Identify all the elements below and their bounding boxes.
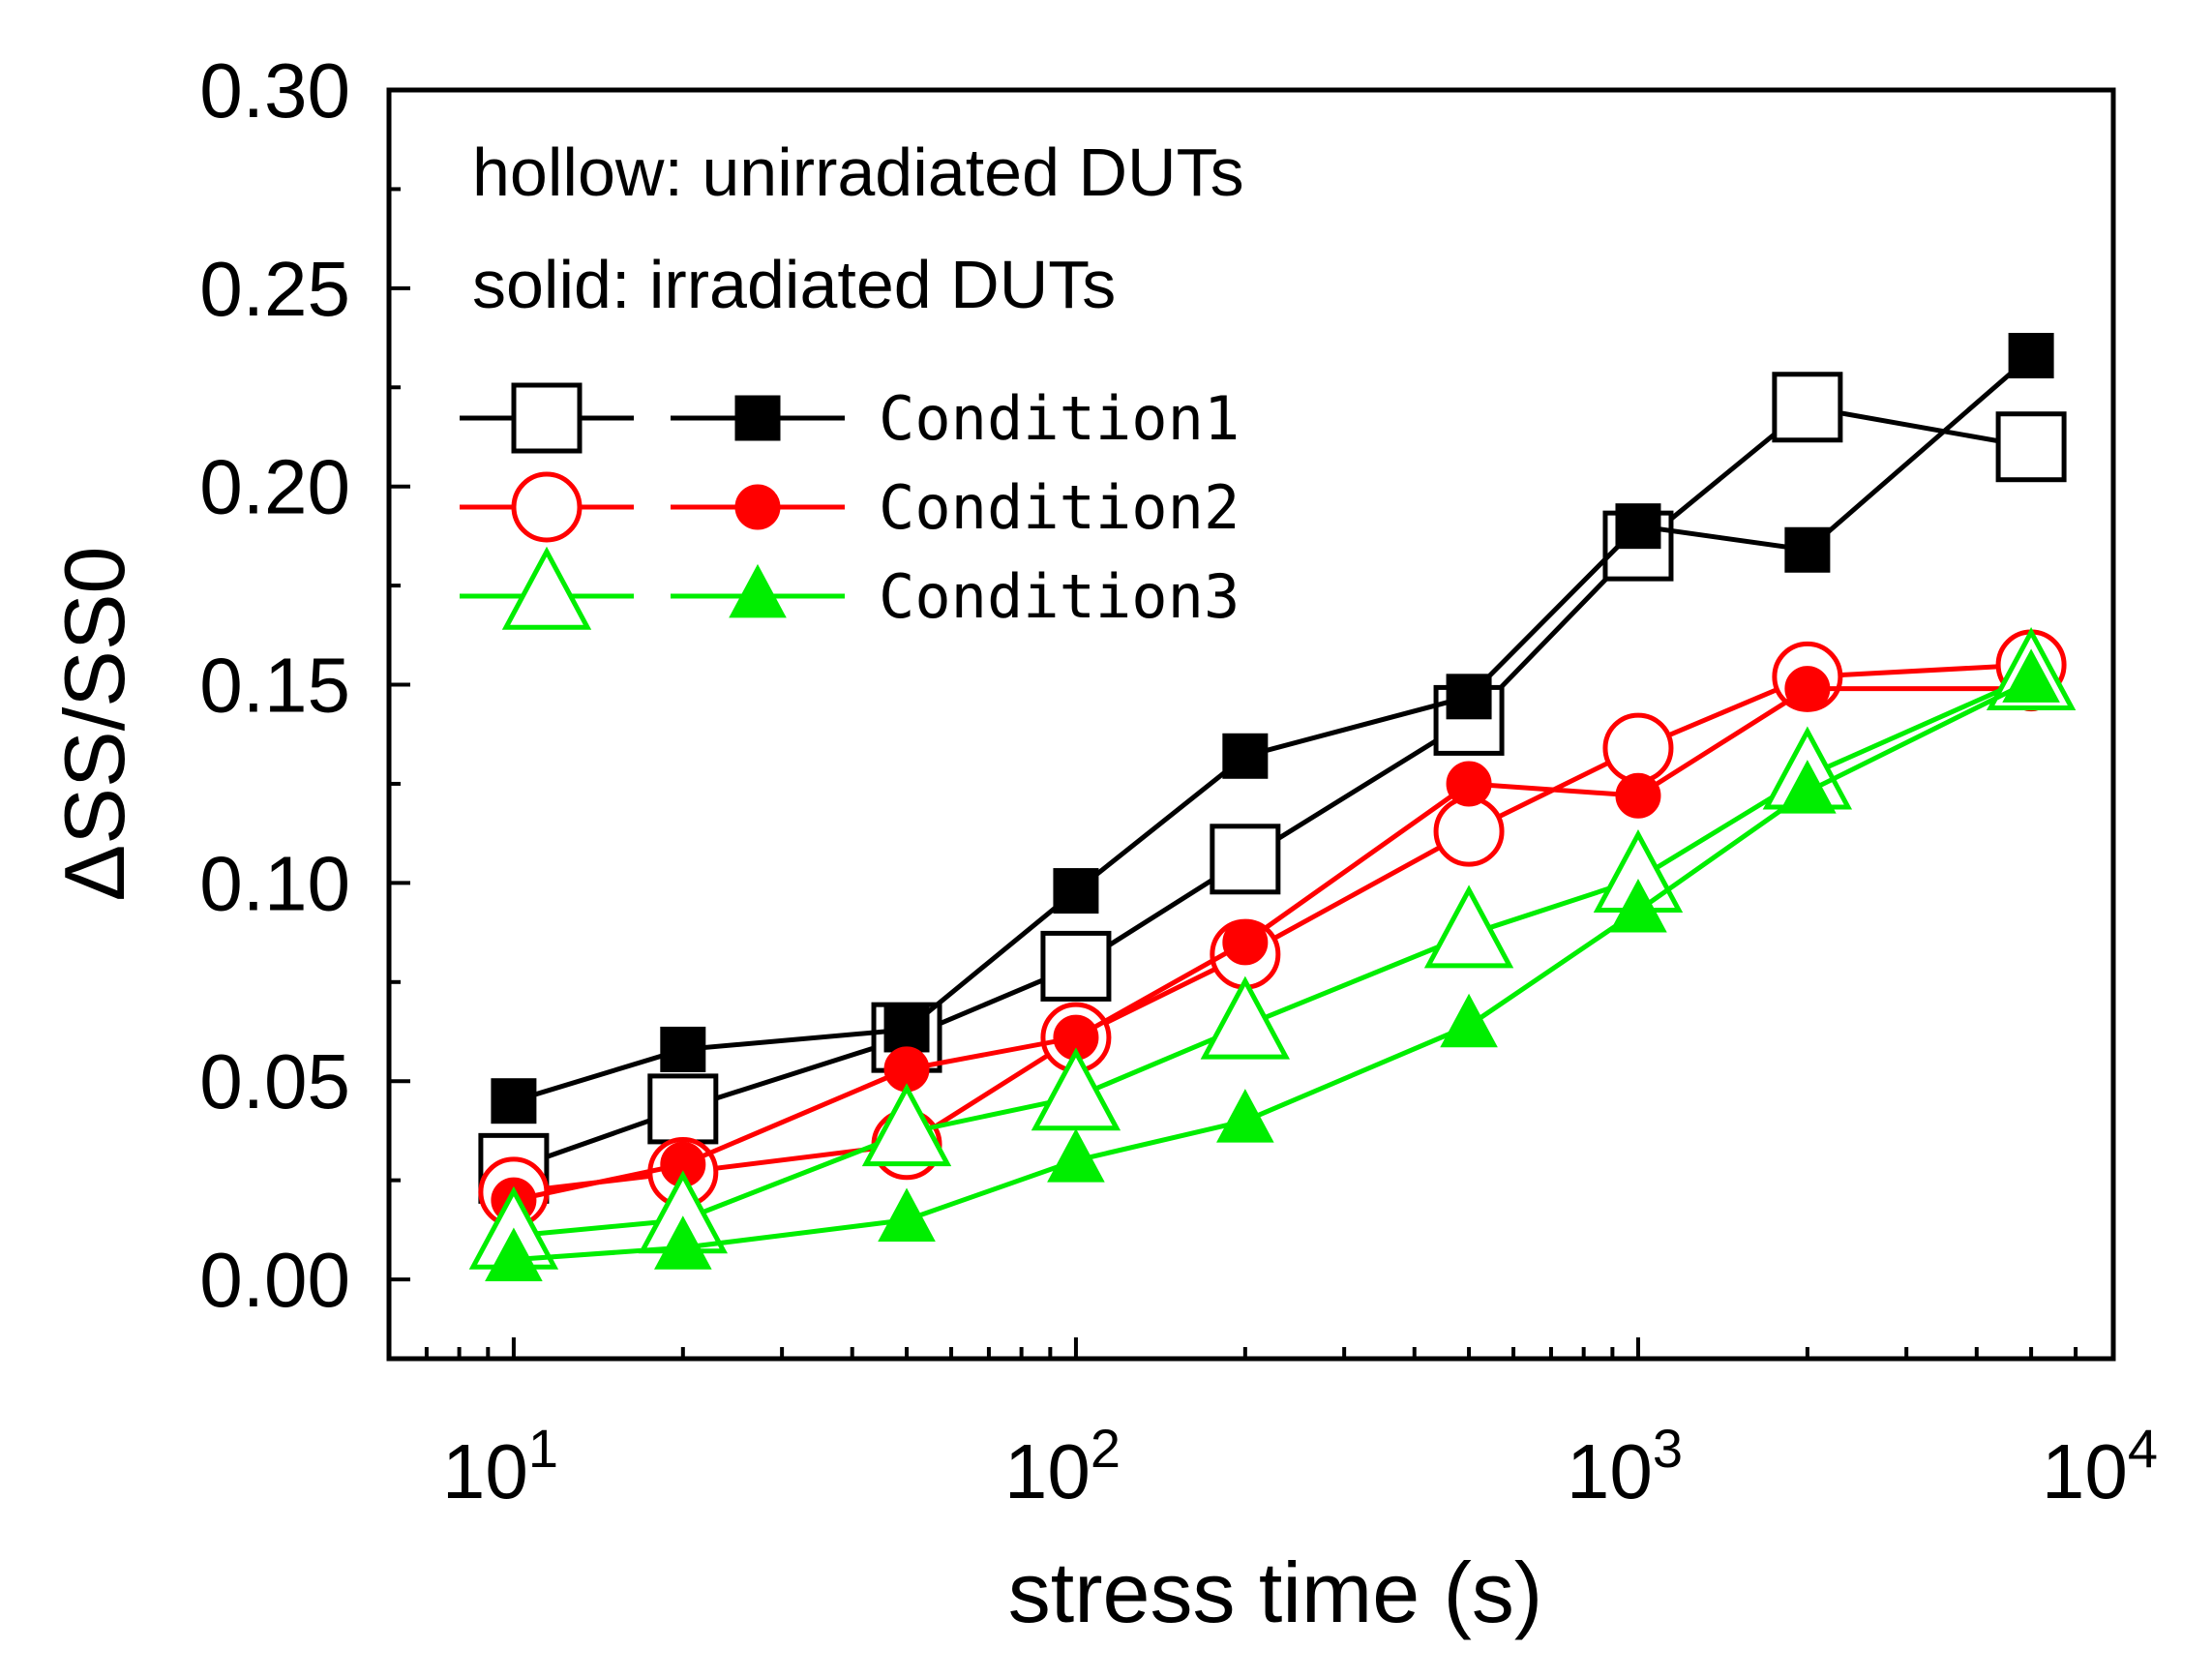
legend-marker-hollow xyxy=(506,552,587,627)
data-point xyxy=(493,1080,535,1123)
data-point xyxy=(650,1076,716,1142)
legend-item-condition1: Condition1 xyxy=(460,383,1240,454)
chart: 0.00 0.05 0.10 0.15 0.20 0.25 0.30 101 102 103 104… xyxy=(0,0,2212,1679)
data-point xyxy=(885,1008,928,1051)
x-tick-label: 104 xyxy=(2042,1418,2158,1514)
annotation-hollow: hollow: unirradiated DUTs xyxy=(472,135,1244,210)
data-point xyxy=(1219,1092,1272,1141)
x-tick-label: 103 xyxy=(1567,1418,1683,1514)
x-axis-title: stress time (s) xyxy=(1008,1544,1542,1640)
data-point xyxy=(1224,735,1267,777)
data-point xyxy=(1212,826,1278,892)
data-point xyxy=(2010,334,2052,376)
data-point xyxy=(1436,798,1502,864)
x-tick-label: 102 xyxy=(1004,1418,1121,1514)
x-tick-label: 101 xyxy=(442,1418,558,1514)
data-point xyxy=(662,1028,704,1070)
y-tick-label: 0.25 xyxy=(199,246,350,332)
data-point xyxy=(1205,981,1286,1057)
series-condition2-hollow xyxy=(481,632,2064,1225)
y-tick-label: 0.05 xyxy=(199,1038,350,1124)
legend-label: Condition1 xyxy=(879,383,1240,454)
legend-label: Condition3 xyxy=(879,561,1240,632)
legend-marker-solid xyxy=(736,397,779,439)
series-condition1-solid xyxy=(493,334,2052,1122)
y-tick-label: 0.20 xyxy=(199,444,350,530)
data-point xyxy=(1035,1053,1117,1128)
y-tick-label: 0.00 xyxy=(199,1237,350,1323)
data-point xyxy=(1786,668,1829,710)
data-point xyxy=(1443,997,1496,1046)
data-point xyxy=(1617,505,1659,548)
y-tick-label: 0.10 xyxy=(199,840,350,926)
legend-marker-solid xyxy=(736,486,779,528)
data-point xyxy=(1775,375,1840,440)
series-line xyxy=(514,355,2031,1100)
legend-marker-solid xyxy=(732,567,785,616)
data-point xyxy=(1448,763,1490,805)
data-point xyxy=(1448,675,1490,718)
legend-item-condition2: Condition2 xyxy=(460,472,1240,543)
legend-marker-hollow xyxy=(514,474,580,540)
legend-marker-hollow xyxy=(514,385,580,451)
data-point xyxy=(1617,774,1659,817)
data-point xyxy=(1786,528,1829,571)
legend-label: Condition2 xyxy=(879,472,1240,543)
y-axis-title: ΔSS/SS0 xyxy=(46,547,142,902)
data-point xyxy=(1043,933,1109,999)
data-point xyxy=(1055,870,1097,913)
annotation-solid: solid: irradiated DUTs xyxy=(472,247,1116,322)
y-tick-label: 0.15 xyxy=(199,643,350,729)
data-point xyxy=(1998,414,2064,480)
data-point xyxy=(1224,921,1267,964)
y-tick-label: 0.30 xyxy=(199,47,350,134)
data-point xyxy=(1605,715,1671,781)
legend-item-condition3: Condition3 xyxy=(460,552,1240,632)
data-point xyxy=(1428,890,1510,966)
